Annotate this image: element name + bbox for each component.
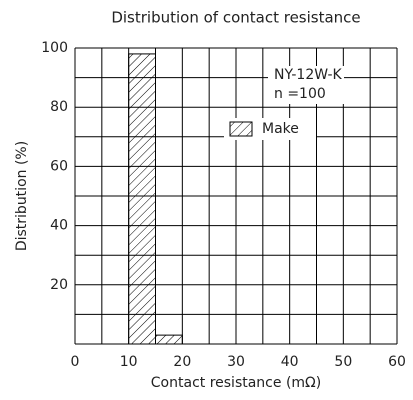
y-tick-label: 100 xyxy=(41,40,68,56)
annotation: NY-12W-K xyxy=(274,67,343,83)
x-tick-label: 20 xyxy=(173,354,191,370)
legend-label: Make xyxy=(262,121,299,137)
x-axis-label: Contact resistance (mΩ) xyxy=(151,375,321,391)
bar xyxy=(128,53,157,345)
y-tick-label: 20 xyxy=(50,277,68,293)
annotation: n =100 xyxy=(274,86,326,102)
y-tick-label: 80 xyxy=(50,99,68,115)
legend-swatch xyxy=(229,121,253,137)
x-tick-label: 40 xyxy=(281,354,299,370)
x-tick-label: 0 xyxy=(71,354,80,370)
chart-title: Distribution of contact resistance xyxy=(111,9,360,27)
x-tick-label: 60 xyxy=(388,354,406,370)
bar xyxy=(155,334,183,345)
y-axis-label: Distribution (%) xyxy=(14,141,30,251)
y-tick-label: 40 xyxy=(50,218,68,234)
y-tick-label: 60 xyxy=(50,158,68,174)
x-tick-label: 50 xyxy=(334,354,352,370)
x-tick-label: 30 xyxy=(227,354,245,370)
annotation-background xyxy=(268,66,344,104)
x-tick-label: 10 xyxy=(120,354,138,370)
